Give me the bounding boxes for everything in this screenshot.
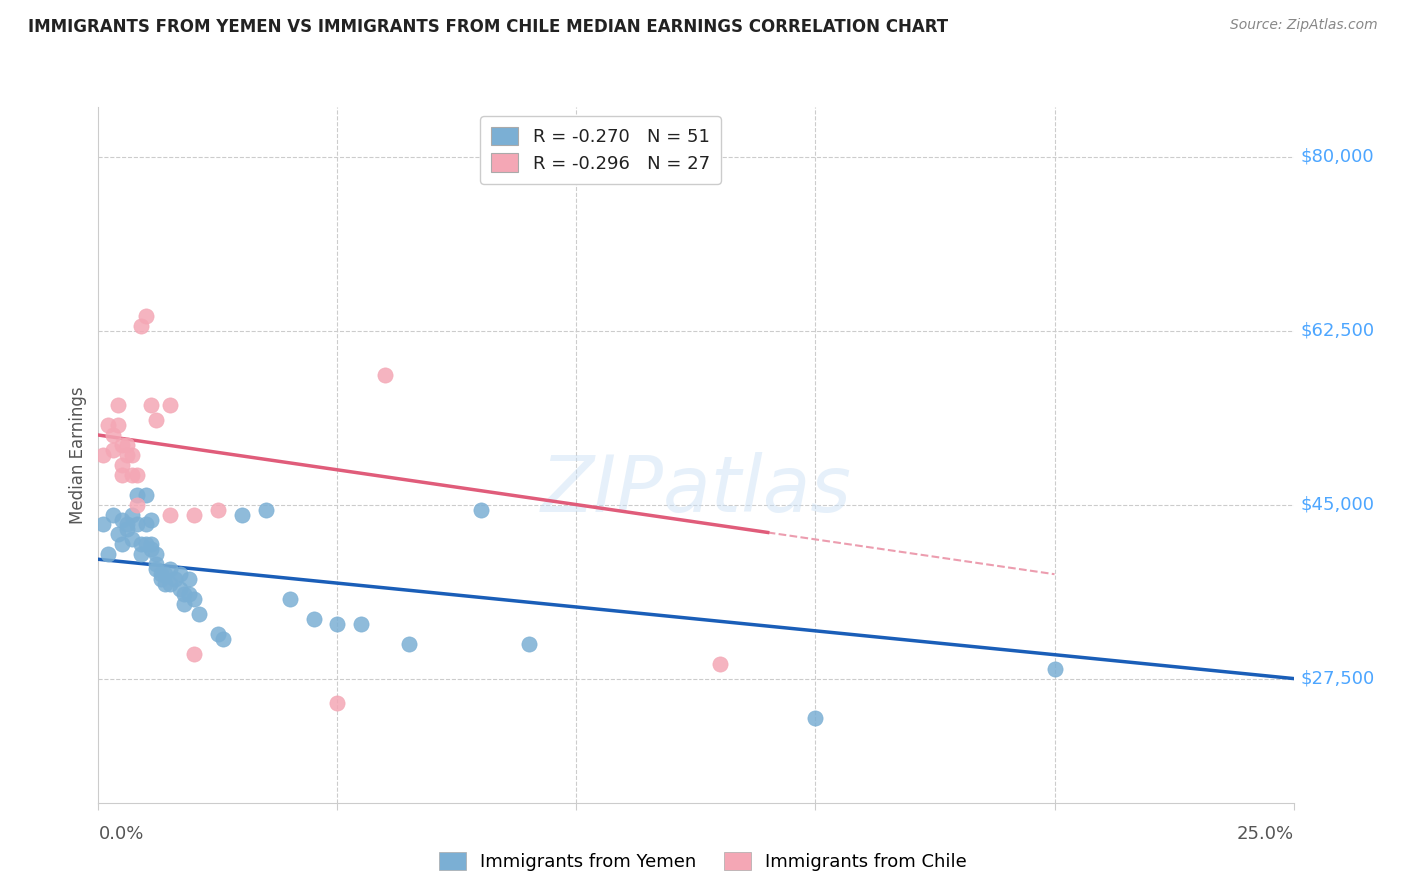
Point	[207, 502, 229, 516]
Point	[173, 597, 195, 611]
Point	[326, 616, 349, 631]
Point	[183, 592, 205, 607]
Text: Source: ZipAtlas.com: Source: ZipAtlas.com	[1230, 18, 1378, 32]
Point	[121, 508, 143, 522]
Point	[163, 572, 186, 586]
Point	[131, 537, 153, 551]
Point	[155, 577, 177, 591]
Point	[111, 467, 134, 482]
Point	[101, 508, 124, 522]
Point	[115, 517, 138, 532]
Point	[91, 448, 114, 462]
Point	[145, 413, 167, 427]
Point	[187, 607, 209, 621]
Point	[155, 567, 177, 582]
Point	[179, 572, 201, 586]
Point	[139, 537, 162, 551]
Point	[115, 438, 138, 452]
Point	[101, 442, 124, 457]
Text: $45,000: $45,000	[1301, 496, 1375, 514]
Point	[173, 587, 195, 601]
Point	[145, 562, 167, 576]
Point	[125, 517, 148, 532]
Point	[115, 448, 138, 462]
Point	[139, 398, 162, 412]
Point	[149, 567, 172, 582]
Point	[398, 637, 420, 651]
Point	[115, 523, 138, 537]
Point	[125, 488, 148, 502]
Point	[111, 537, 134, 551]
Point	[207, 627, 229, 641]
Text: $27,500: $27,500	[1301, 670, 1375, 688]
Point	[470, 502, 492, 516]
Point	[169, 582, 191, 596]
Legend: Immigrants from Yemen, Immigrants from Chile: Immigrants from Yemen, Immigrants from C…	[432, 845, 974, 879]
Point	[374, 368, 396, 383]
Point	[278, 592, 301, 607]
Point	[107, 398, 129, 412]
Point	[135, 488, 157, 502]
Point	[326, 697, 349, 711]
Point	[111, 512, 134, 526]
Point	[111, 458, 134, 472]
Point	[183, 508, 205, 522]
Point	[145, 558, 167, 572]
Point	[1043, 662, 1066, 676]
Point	[139, 512, 162, 526]
Point	[121, 467, 143, 482]
Point	[145, 547, 167, 561]
Point	[111, 438, 134, 452]
Point	[159, 398, 181, 412]
Point	[97, 418, 120, 433]
Legend: R = -0.270   N = 51, R = -0.296   N = 27: R = -0.270 N = 51, R = -0.296 N = 27	[481, 116, 720, 184]
Text: ZIPatlas: ZIPatlas	[540, 451, 852, 528]
Point	[125, 467, 148, 482]
Point	[121, 448, 143, 462]
Text: IMMIGRANTS FROM YEMEN VS IMMIGRANTS FROM CHILE MEDIAN EARNINGS CORRELATION CHART: IMMIGRANTS FROM YEMEN VS IMMIGRANTS FROM…	[28, 18, 948, 36]
Point	[131, 547, 153, 561]
Y-axis label: Median Earnings: Median Earnings	[69, 386, 87, 524]
Point	[121, 533, 143, 547]
Text: 25.0%: 25.0%	[1236, 825, 1294, 843]
Point	[159, 562, 181, 576]
Point	[231, 508, 253, 522]
Point	[135, 309, 157, 323]
Point	[709, 657, 731, 671]
Text: $62,500: $62,500	[1301, 322, 1375, 340]
Point	[107, 418, 129, 433]
Point	[101, 428, 124, 442]
Point	[211, 632, 233, 646]
Point	[169, 567, 191, 582]
Point	[135, 517, 157, 532]
Point	[149, 572, 172, 586]
Point	[254, 502, 277, 516]
Point	[159, 577, 181, 591]
Point	[179, 587, 201, 601]
Point	[135, 537, 157, 551]
Point	[159, 508, 181, 522]
Point	[350, 616, 373, 631]
Text: 0.0%: 0.0%	[98, 825, 143, 843]
Point	[183, 647, 205, 661]
Point	[97, 547, 120, 561]
Point	[91, 517, 114, 532]
Point	[139, 542, 162, 557]
Point	[804, 711, 827, 725]
Point	[125, 498, 148, 512]
Text: $80,000: $80,000	[1301, 148, 1374, 166]
Point	[131, 318, 153, 333]
Point	[517, 637, 540, 651]
Point	[302, 612, 325, 626]
Point	[107, 527, 129, 541]
